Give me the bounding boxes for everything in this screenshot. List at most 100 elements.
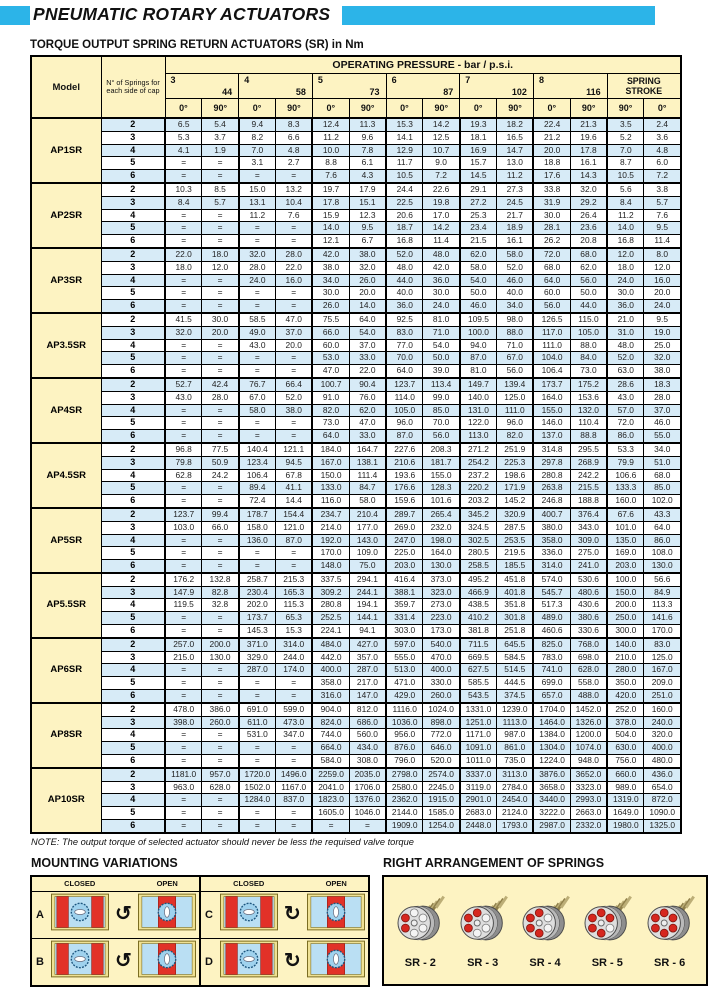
torque-value: 796.0 — [385, 754, 424, 769]
table-row: 4 = = 287.0 174.0 400.0 287.0 513.0 400.0 627.5 51… — [31, 663, 682, 678]
torque-value: 147.9 — [164, 585, 203, 600]
torque-value: 9.5 — [643, 311, 682, 327]
torque-value: 232.0 — [422, 520, 461, 535]
torque-value: 2454.0 — [496, 793, 534, 808]
torque-value: 410.2 — [458, 611, 498, 626]
torque-value: 470.0 — [422, 650, 461, 665]
model-name: AP8SR — [30, 701, 102, 769]
table-row: 4 119.5 32.8 202.0 115.3 280.8 194.1 359.7 273.0… — [31, 598, 682, 613]
torque-value: 543.5 — [458, 689, 498, 704]
torque-value: 86.0 — [643, 533, 682, 548]
torque-value: 904.0 — [311, 701, 350, 717]
torque-value: 517.3 — [532, 598, 571, 613]
table-row: 4 4.1 1.9 7.0 4.8 10.0 7.8 12.9 10.7 16.9 14.7 20.0… — [31, 143, 682, 158]
torque-value: = — [164, 364, 203, 379]
torque-value: 242.2 — [569, 468, 608, 483]
torque-value: 398.0 — [164, 715, 203, 730]
torque-value: 73.0 — [311, 416, 350, 431]
torque-value: 8.2 — [237, 130, 277, 145]
torque-value: 401.8 — [496, 585, 534, 600]
torque-value: 44.0 — [569, 299, 608, 314]
springs-count: 6 — [100, 364, 166, 379]
torque-value: = — [237, 234, 277, 249]
angle-label: 0° — [532, 98, 571, 119]
pressure-header-cell: 7 102 — [459, 73, 534, 99]
torque-value: 87.0 — [458, 351, 498, 366]
torque-value: 1331.0 — [458, 701, 498, 717]
springs-count: 5 — [100, 546, 166, 561]
torque-value: = — [201, 364, 240, 379]
torque-value: 1915.0 — [422, 793, 461, 808]
torque-value: 1384.0 — [532, 728, 571, 743]
torque-value: 3.8 — [643, 181, 682, 197]
table-row: 6 = = = = 7.6 4.3 10.5 7.2 14.5 11.2 17.6 14.3 10.5 7.… — [31, 169, 682, 184]
torque-value: 32.0 — [569, 181, 608, 197]
torque-value: 101.0 — [606, 520, 645, 535]
torque-value: 948.0 — [569, 754, 608, 769]
torque-value: 251.8 — [496, 624, 534, 639]
torque-value: 872.0 — [643, 793, 682, 808]
torque-value: 98.0 — [496, 311, 534, 327]
torque-value: 1090.0 — [643, 806, 682, 821]
torque-value: 42.0 — [311, 246, 350, 262]
torque-value: 345.2 — [458, 506, 498, 522]
torque-value: 57.0 — [606, 403, 645, 418]
torque-value: 130.0 — [643, 559, 682, 574]
torque-value: 2448.0 — [458, 819, 498, 834]
torque-value: 79.8 — [164, 455, 203, 470]
torque-value: 148.0 — [311, 559, 350, 574]
torque-value: 79.9 — [606, 455, 645, 470]
torque-value: = — [164, 806, 203, 821]
torque-value: 64.0 — [348, 311, 387, 327]
torque-value: 330.6 — [569, 624, 608, 639]
table-row: 3 398.0 260.0 611.0 473.0 824.0 686.0 1036.0 898… — [31, 715, 682, 730]
torque-value: 108.0 — [643, 546, 682, 561]
torque-value: 10.0 — [311, 143, 350, 158]
torque-value: 473.0 — [275, 715, 313, 730]
mounting-row: B ↺ D ↻ — [31, 937, 369, 986]
table-row: 6 = = = = 316.0 147.0 429.0 260.0 543.5 374.5 657.0… — [31, 689, 682, 704]
torque-value: 41.5 — [164, 311, 203, 327]
torque-value: 11.2 — [606, 208, 645, 223]
torque-value: 64.0 — [311, 429, 350, 444]
torque-value: 1251.0 — [458, 715, 498, 730]
torque-value: 3323.0 — [569, 780, 608, 795]
torque-value: 3876.0 — [532, 766, 571, 782]
pressure-psi-value: 58 — [295, 87, 306, 97]
torque-value: 58.0 — [496, 246, 534, 262]
torque-value: 52.7 — [164, 376, 203, 392]
torque-value: 32.0 — [237, 246, 277, 262]
torque-value: 66.0 — [201, 520, 240, 535]
torque-value: 3652.0 — [569, 766, 608, 782]
torque-value: 11.2 — [311, 130, 350, 145]
spring-arrangement: SR - 6 — [642, 892, 698, 969]
torque-value: 76.7 — [237, 376, 277, 392]
torque-value: 12.5 — [422, 130, 461, 145]
springs-count: 6 — [100, 169, 166, 184]
torque-value: 68.0 — [643, 468, 682, 483]
torque-value: = — [164, 299, 203, 314]
torque-value: 3.1 — [237, 156, 277, 171]
torque-value: = — [275, 741, 313, 756]
torque-value: 113.3 — [643, 598, 682, 613]
torque-value: = — [237, 754, 277, 769]
torque-value: = — [201, 299, 240, 314]
spring-arrangement-label: SR - 5 — [591, 956, 623, 969]
springs-count: 3 — [100, 585, 166, 600]
mounting-row-label: B — [31, 937, 48, 986]
rotation-cw-icon: ↻ — [284, 903, 301, 926]
torque-value: 40.0 — [496, 286, 534, 301]
torque-value: 451.8 — [496, 571, 534, 587]
table-row: 4 = = 24.0 16.0 34.0 26.0 44.0 36.0 54.0 46.0 64.0 5… — [31, 273, 682, 288]
torque-value: 164.0 — [532, 390, 571, 405]
torque-value: 131.0 — [458, 403, 498, 418]
torque-value: 513.0 — [385, 663, 424, 678]
torque-value: 87.0 — [385, 429, 424, 444]
springs-column-header: N° of Springs for each side of cap — [100, 55, 166, 119]
torque-value: 287.5 — [496, 520, 534, 535]
torque-value: = — [201, 208, 240, 223]
pressure-bar-value: 6 — [391, 75, 397, 85]
torque-value: 1011.0 — [458, 754, 498, 769]
torque-value: 314.0 — [275, 636, 313, 652]
torque-value: 137.0 — [532, 429, 571, 444]
